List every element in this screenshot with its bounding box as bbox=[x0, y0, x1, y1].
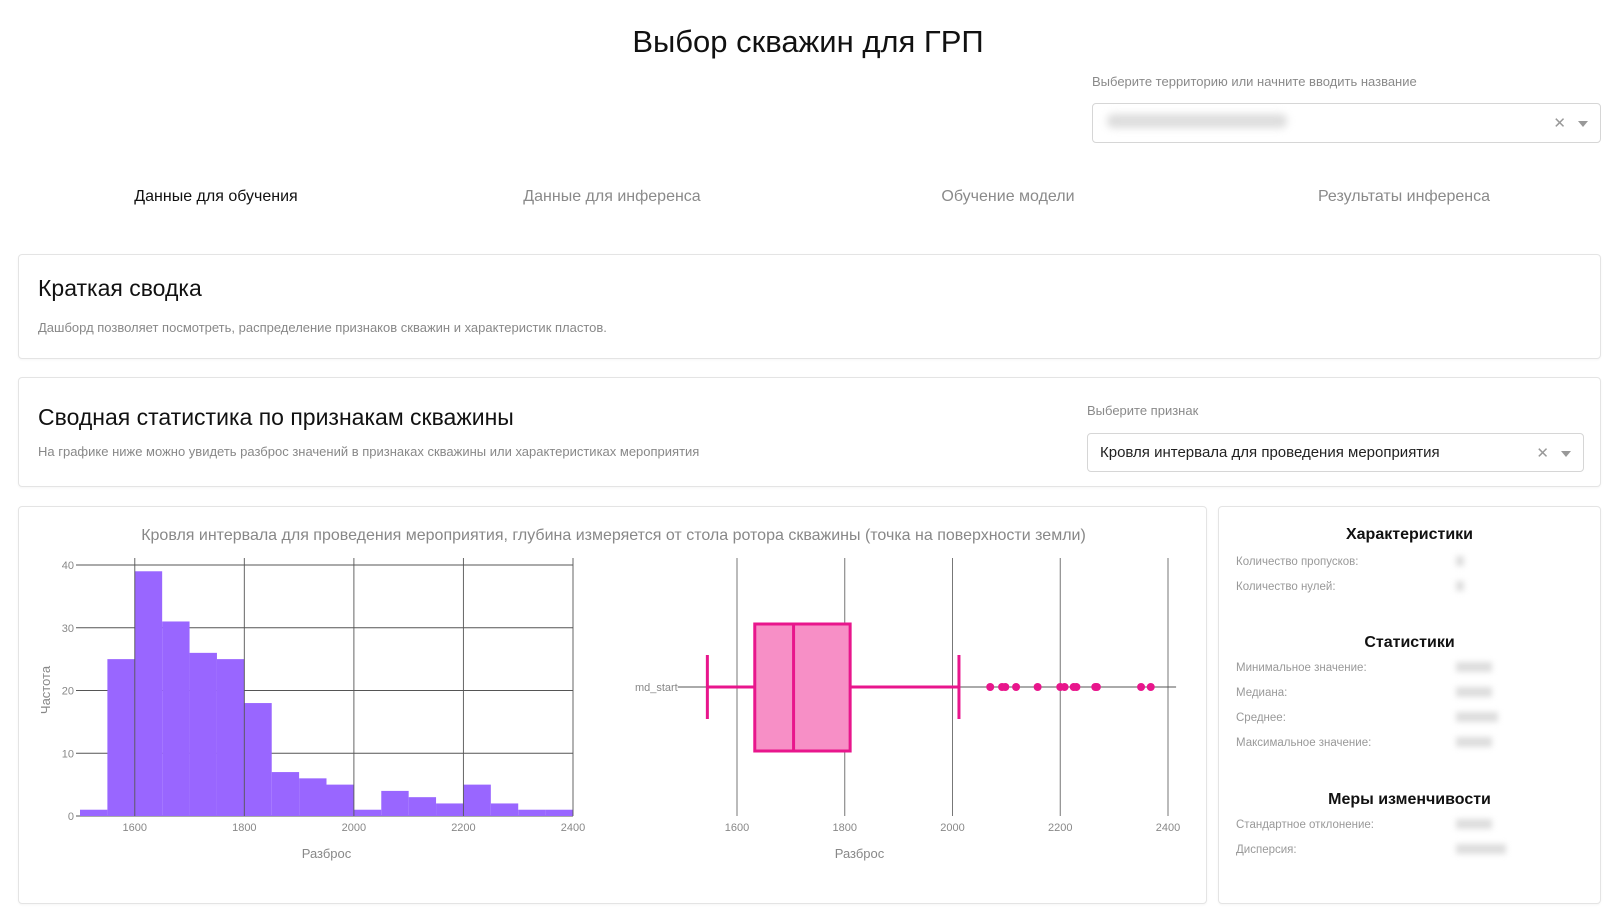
histogram-bar bbox=[463, 784, 491, 816]
x-axis-label: Разброс bbox=[302, 846, 352, 861]
outlier-point bbox=[986, 683, 995, 691]
tab-inference-data[interactable]: Данные для инференса bbox=[523, 188, 701, 205]
category-label: md_start bbox=[635, 682, 678, 694]
histogram-bar bbox=[216, 659, 245, 816]
stats-card bbox=[1218, 506, 1601, 904]
histogram-bar bbox=[353, 809, 382, 816]
outlier-point bbox=[1146, 683, 1155, 691]
histogram-bar bbox=[107, 659, 135, 816]
histogram-bar bbox=[545, 809, 573, 816]
x-tick-label: 1600 bbox=[725, 822, 749, 834]
outlier-point bbox=[1060, 683, 1069, 691]
x-tick-label: 2000 bbox=[940, 822, 964, 834]
close-icon[interactable]: ✕ bbox=[1536, 444, 1549, 462]
stat-label: Количество пропусков: bbox=[1236, 556, 1359, 568]
summary-card: Краткая сводка Дашборд позволяет посмотр… bbox=[18, 254, 1601, 359]
territory-value-redacted bbox=[1107, 114, 1287, 128]
histogram-bar bbox=[436, 803, 464, 816]
y-tick-label: 30 bbox=[62, 623, 74, 635]
outlier-point bbox=[1033, 683, 1042, 691]
histogram-bar bbox=[518, 809, 546, 816]
iqr-box bbox=[753, 622, 852, 753]
feature-select-value: Кровля интервала для проведения мероприя… bbox=[1100, 444, 1440, 461]
stat-label: Количество нулей: bbox=[1236, 581, 1336, 593]
variability-title: Меры изменчивости bbox=[1328, 791, 1491, 808]
outlier-point bbox=[1092, 683, 1101, 691]
stat-label: Дисперсия: bbox=[1236, 844, 1297, 856]
stat-label: Медиана: bbox=[1236, 687, 1288, 699]
characteristics-title: Характеристики bbox=[1345, 526, 1473, 543]
outlier-point bbox=[1137, 683, 1146, 691]
page-title: Выбор скважин для ГРП bbox=[632, 24, 984, 59]
chevron-down-icon[interactable] bbox=[1578, 121, 1588, 127]
histogram-bar bbox=[244, 703, 272, 816]
stat-label: Стандартное отклонение: bbox=[1236, 819, 1374, 831]
outlier-point bbox=[1072, 683, 1081, 691]
stat-label: Минимальное значение: bbox=[1236, 662, 1367, 674]
histogram-bar bbox=[299, 778, 327, 816]
x-tick-label: 2200 bbox=[1048, 822, 1072, 834]
y-tick-label: 20 bbox=[62, 686, 74, 698]
territory-select[interactable]: ✕ bbox=[1092, 103, 1601, 143]
chevron-down-icon[interactable] bbox=[1561, 450, 1571, 457]
histogram-bar bbox=[80, 809, 108, 816]
histogram-bar bbox=[490, 803, 519, 816]
feature-stats-title: Сводная статистика по признакам скважины bbox=[38, 404, 514, 430]
x-tick-label: 1800 bbox=[232, 822, 256, 834]
histogram-bar bbox=[189, 652, 217, 816]
statistics-title: Статистики bbox=[1364, 634, 1455, 651]
stat-label: Среднее: bbox=[1236, 712, 1286, 724]
y-axis-label: Частота bbox=[38, 665, 53, 714]
histogram-bar bbox=[326, 784, 354, 816]
y-tick-label: 10 bbox=[62, 748, 74, 760]
territory-label: Выберите территорию или начните вводить … bbox=[1092, 74, 1417, 89]
histogram-bar bbox=[408, 797, 437, 816]
summary-description: Дашборд позволяет посмотреть, распределе… bbox=[38, 320, 607, 335]
stat-label: Максимальное значение: bbox=[1236, 737, 1372, 749]
summary-title: Краткая сводка bbox=[38, 275, 202, 301]
feature-stats-card: Сводная статистика по признакам скважины… bbox=[18, 377, 1601, 487]
x-tick-label: 1800 bbox=[833, 822, 857, 834]
histogram-bar bbox=[271, 772, 300, 816]
histogram-bar bbox=[134, 571, 163, 816]
close-icon[interactable]: ✕ bbox=[1553, 115, 1566, 132]
x-axis-label: Разброс bbox=[835, 846, 885, 861]
tab-training-data[interactable]: Данные для обучения bbox=[134, 188, 298, 205]
outlier-point bbox=[1001, 683, 1010, 691]
y-tick-label: 40 bbox=[62, 560, 74, 572]
chart-title: Кровля интервала для проведения мероприя… bbox=[141, 527, 1086, 544]
feature-select-label: Выберите признак bbox=[1087, 403, 1199, 418]
x-tick-label: 1600 bbox=[123, 822, 147, 834]
x-tick-label: 2400 bbox=[1156, 822, 1180, 834]
x-tick-label: 2000 bbox=[342, 822, 366, 834]
x-tick-label: 2400 bbox=[561, 822, 585, 834]
x-tick-label: 2200 bbox=[451, 822, 475, 834]
tab-inference-results[interactable]: Результаты инференса bbox=[1317, 188, 1491, 205]
histogram-bar bbox=[381, 790, 409, 816]
histogram-bar bbox=[162, 621, 190, 816]
feature-stats-description: На графике ниже можно увидеть разброс зн… bbox=[38, 444, 700, 459]
y-tick-label: 0 bbox=[68, 811, 74, 823]
outlier-point bbox=[1012, 683, 1021, 691]
tab-model-training[interactable]: Обучение модели bbox=[941, 188, 1075, 205]
feature-select[interactable]: Кровля интервала для проведения мероприя… bbox=[1087, 433, 1584, 472]
